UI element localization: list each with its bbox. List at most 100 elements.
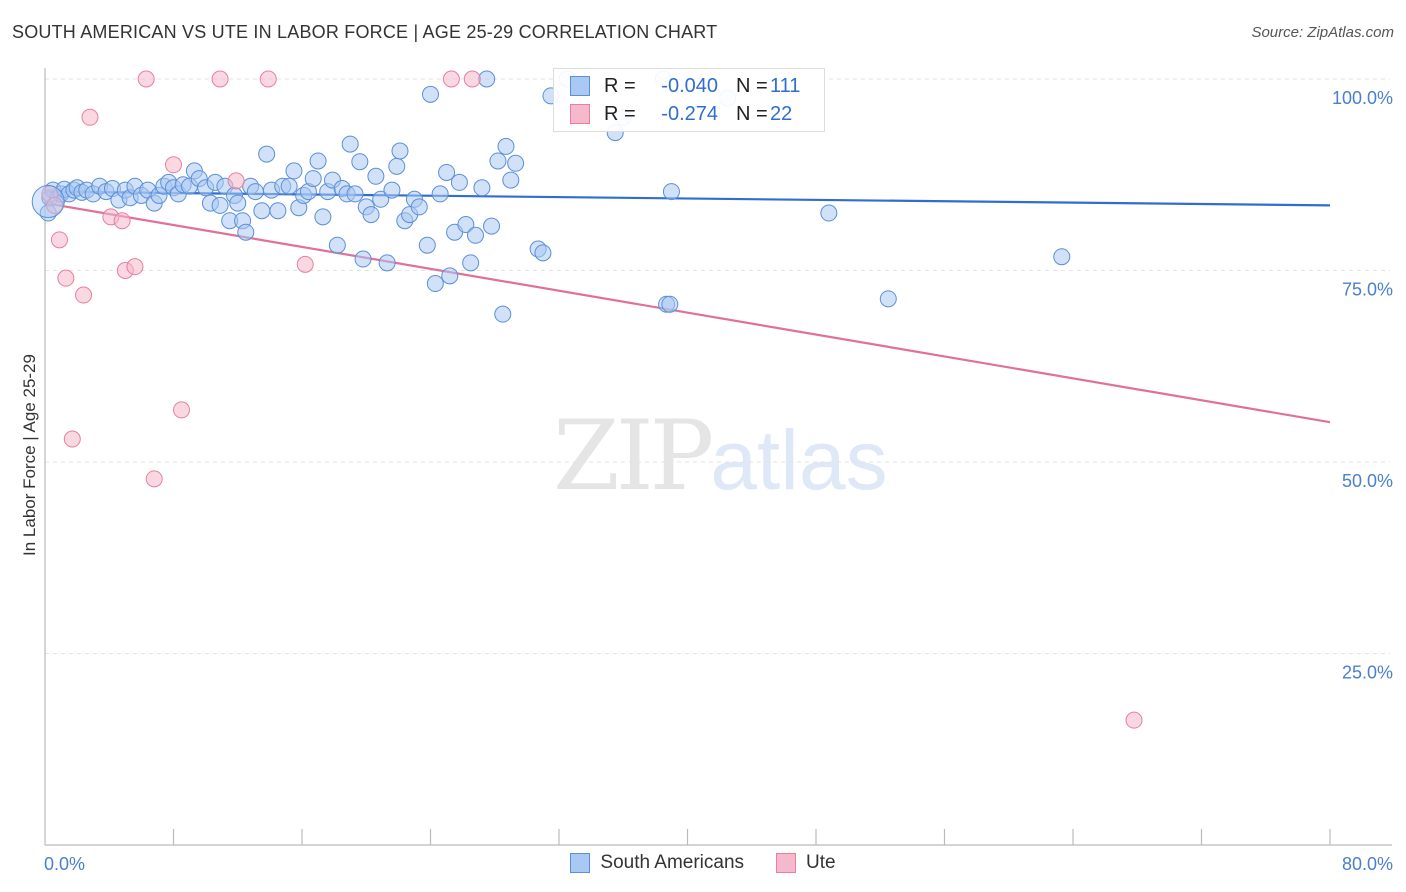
legend-item-ute[interactable]: Ute — [776, 852, 836, 874]
ute-point — [165, 156, 182, 174]
legend-n-value: 22 — [770, 102, 793, 125]
south-american-point — [489, 152, 507, 170]
south-american-point — [422, 85, 439, 103]
south-american-point — [229, 194, 247, 212]
south-american-point — [285, 162, 303, 180]
south-american-point — [457, 216, 475, 234]
south-american-point — [314, 208, 332, 226]
ute-point — [63, 430, 81, 448]
legend-n-label: N = — [736, 102, 768, 125]
watermark-atlas: atlas — [710, 413, 888, 507]
legend-row-ute: R = -0.274 N = 22 — [554, 100, 792, 128]
south-american-point — [1053, 248, 1071, 266]
south-american-point — [354, 250, 372, 268]
ute-point — [126, 258, 144, 276]
south-american-point — [269, 202, 287, 220]
legend-n-value: 111 — [770, 74, 801, 97]
south-american-point — [253, 202, 271, 220]
legend-r-label: R = — [604, 102, 636, 125]
ute-point — [46, 196, 64, 214]
south-american-point — [438, 163, 456, 181]
ute-point — [259, 70, 277, 88]
x-tick-label: 80.0% — [1342, 854, 1393, 874]
south-american-point — [410, 198, 428, 216]
ute-point — [1125, 711, 1143, 729]
ute-point — [57, 269, 75, 287]
south-american-point — [351, 153, 369, 171]
legend-r-label: R = — [604, 74, 636, 97]
south-american-point — [478, 70, 496, 88]
ute-point — [463, 70, 481, 88]
ute-point — [137, 70, 155, 88]
south-american-point — [466, 226, 484, 244]
south-american-point — [661, 295, 679, 313]
watermark: ZIPatlas — [553, 400, 888, 512]
south-american-point — [534, 244, 552, 262]
x-tick-label: 0.0% — [44, 854, 85, 874]
chart-source: Source: ZipAtlas.com — [1251, 24, 1394, 41]
tick-labels: 100.0% 75.0% 50.0% 25.0% 0.0% 80.0% — [44, 88, 1393, 874]
south-american-point — [494, 305, 512, 323]
south-american-point — [507, 154, 525, 172]
legend-swatch-blue — [570, 76, 590, 96]
south-american-point — [211, 196, 229, 214]
data-points — [31, 70, 1143, 729]
south-american-point — [473, 179, 491, 197]
south-american-point — [258, 145, 276, 163]
ute-trend-line — [44, 202, 1331, 424]
legend-r-value: -0.040 — [661, 74, 718, 97]
watermark-zip: ZIP — [553, 400, 714, 512]
ute-point — [227, 172, 245, 190]
south-american-point — [418, 236, 436, 254]
ute-point — [211, 70, 229, 88]
y-axis-label: In Labor Force | Age 25-29 — [20, 354, 39, 556]
south-american-point — [378, 254, 396, 272]
south-american-point — [372, 190, 390, 208]
south-american-point — [31, 185, 65, 219]
series-legend: South Americans Ute — [0, 852, 1406, 874]
south-american-point — [237, 223, 255, 241]
south-american-point — [450, 173, 468, 191]
south-american-point — [879, 290, 897, 308]
y-tick-label: 100.0% — [1332, 88, 1393, 108]
ute-point — [113, 212, 131, 230]
south-american-point — [362, 206, 380, 224]
ute-point — [442, 70, 460, 88]
south-american-point — [280, 177, 298, 195]
south-american-point — [462, 254, 480, 272]
legend-swatch-pink — [776, 853, 797, 873]
gridlines — [45, 78, 1390, 654]
legend-r-value: -0.274 — [661, 102, 718, 125]
south-american-point — [483, 217, 501, 235]
legend-item-south-americans[interactable]: South Americans — [570, 852, 744, 874]
legend-row-south-americans: R = -0.040 N = 111 — [554, 72, 800, 100]
ute-point — [75, 286, 93, 304]
legend-n-label: N = — [736, 74, 768, 97]
legend-label: Ute — [806, 852, 836, 873]
south-american-point — [341, 135, 359, 153]
south-american-point — [309, 152, 327, 170]
y-tick-label: 75.0% — [1342, 280, 1393, 300]
south-american-point — [391, 142, 409, 160]
south-american-point — [383, 181, 401, 199]
y-tick-label: 50.0% — [1342, 471, 1393, 491]
chart-title: SOUTH AMERICAN VS UTE IN LABOR FORCE | A… — [12, 22, 718, 42]
correlation-legend: R = -0.040 N = 111 R = -0.274 N = 22 — [553, 68, 825, 132]
south-american-point — [304, 170, 322, 188]
legend-swatch-pink — [570, 104, 590, 124]
south-american-point — [246, 183, 264, 201]
south-american-point — [662, 183, 680, 201]
south-american-point — [328, 236, 346, 254]
legend-swatch-blue — [570, 853, 591, 873]
legend-label: South Americans — [600, 852, 745, 873]
ute-point — [173, 401, 191, 419]
ute-point — [81, 108, 99, 126]
south-american-point — [431, 185, 449, 203]
south-american-point — [346, 185, 364, 203]
south-american-point — [441, 267, 459, 285]
south-american-point — [388, 157, 406, 175]
y-tick-label: 25.0% — [1342, 663, 1393, 683]
ute-point — [296, 255, 314, 273]
south-american-point — [367, 167, 385, 185]
south-american-point — [426, 275, 444, 293]
